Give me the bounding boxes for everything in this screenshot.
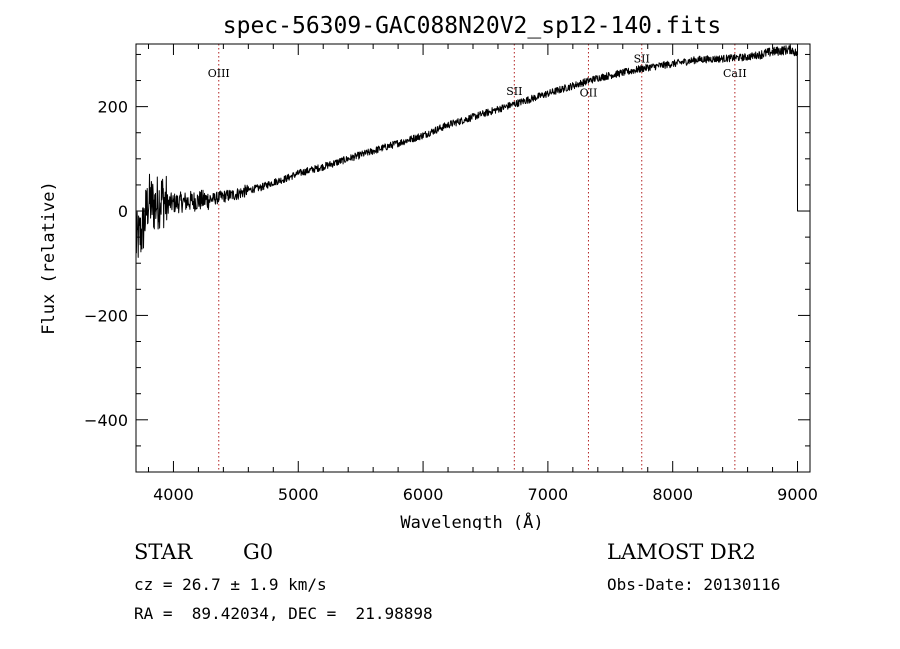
x-tick-label-7000: 7000 bbox=[528, 485, 569, 504]
spectrum-series bbox=[135, 44, 800, 258]
line-label-2: OII bbox=[580, 87, 598, 100]
line-label-0: OIII bbox=[208, 67, 230, 80]
coordinates: RA = 89.42034, DEC = 21.98898 bbox=[134, 604, 433, 623]
x-axis-label: Wavelength (Å) bbox=[400, 511, 543, 530]
chart-title: spec-56309-GAC088N20V2_sp12-140.fits bbox=[223, 13, 722, 39]
redshift-velocity: cz = 26.7 ± 1.9 km/s bbox=[134, 575, 327, 594]
line-label-4: CaII bbox=[723, 67, 747, 80]
x-tick-label-8000: 8000 bbox=[652, 485, 693, 504]
y-tick-label--200: −200 bbox=[84, 306, 128, 325]
x-tick-label-6000: 6000 bbox=[403, 485, 444, 504]
spectrum-chart: spec-56309-GAC088N20V2_sp12-140.fits OII… bbox=[39, 13, 818, 530]
observation-date: Obs-Date: 20130116 bbox=[607, 575, 781, 594]
x-tick-label-9000: 9000 bbox=[777, 485, 818, 504]
axis-ticks: 4000 5000 6000 7000 8000 9000 −400 −200 0 200 bbox=[84, 44, 818, 504]
y-tick-label-200: 200 bbox=[97, 98, 128, 117]
survey-name: LAMOST DR2 bbox=[607, 540, 756, 564]
line-label-3: SII bbox=[634, 52, 650, 65]
object-type: STAR bbox=[134, 540, 193, 564]
y-tick-label-0: 0 bbox=[118, 202, 128, 221]
x-tick-label-5000: 5000 bbox=[278, 485, 319, 504]
object-subclass: G0 bbox=[243, 540, 274, 564]
line-label-1: SII bbox=[506, 85, 522, 98]
y-axis-label: Flux (relative) bbox=[39, 181, 59, 335]
plot-frame bbox=[135, 43, 811, 473]
x-tick-label-4000: 4000 bbox=[153, 485, 194, 504]
spectrum-line bbox=[135, 44, 800, 258]
y-tick-label--400: −400 bbox=[84, 411, 128, 430]
emission-line-markers: OIII SII OII SII CaII bbox=[208, 44, 747, 472]
